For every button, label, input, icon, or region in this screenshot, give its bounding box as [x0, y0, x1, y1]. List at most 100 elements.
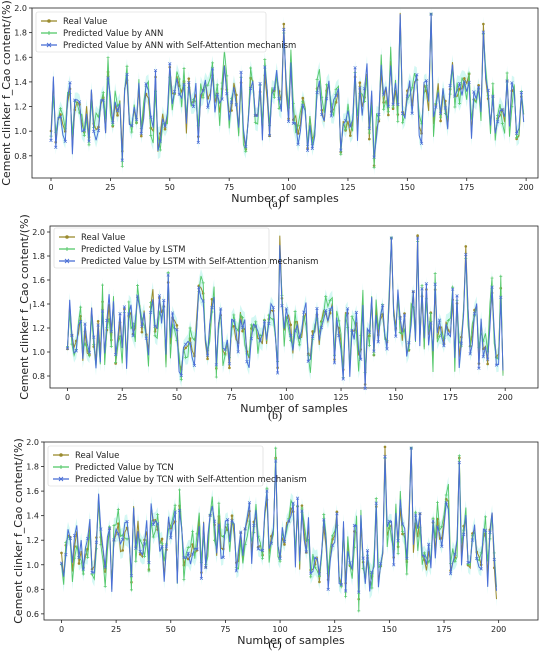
point-attention [293, 329, 297, 333]
point-attention [472, 312, 477, 316]
legend: Real Value Predicted Value by LSTM Predict… [53, 227, 318, 269]
point-attention [455, 294, 459, 298]
point-attention [402, 313, 407, 317]
x-tick-label: 100 [272, 625, 287, 634]
point-predicted [391, 105, 395, 109]
point-attention [182, 82, 186, 87]
point-real [121, 549, 124, 552]
x-tick-label: 100 [281, 183, 296, 192]
point-real [139, 134, 143, 138]
point-attention [296, 142, 300, 146]
legend-label-attention: Predicted Value by LSTM with Self-Attent… [81, 257, 318, 267]
x-tick-label: 75 [227, 393, 237, 402]
point-attention [271, 305, 275, 310]
y-tick-label: 1.2 [26, 536, 39, 545]
point-predicted [374, 497, 378, 501]
point-attention [434, 105, 438, 109]
point-attention [383, 454, 387, 459]
point-attention [135, 294, 140, 298]
point-attention [274, 459, 278, 463]
point-real [77, 562, 81, 565]
point-attention [322, 518, 326, 522]
point-attention [138, 549, 142, 554]
y-tick-label: 0.8 [26, 585, 39, 594]
point-attention [77, 100, 82, 104]
point-attention [269, 541, 273, 545]
point-attention [109, 329, 113, 334]
point-attention [419, 141, 424, 145]
point-attention [166, 273, 170, 277]
point-attention [352, 523, 357, 528]
point-attention [68, 536, 72, 540]
point-attention [385, 347, 389, 351]
point-attention [260, 548, 265, 553]
point-attention [488, 530, 492, 534]
point-predicted [191, 529, 195, 533]
point-predicted [206, 83, 210, 87]
point-real [482, 22, 485, 26]
point-attention [142, 542, 147, 546]
series-line-attention [50, 14, 525, 161]
point-attention [120, 158, 124, 162]
point-attention [162, 298, 166, 303]
point-attention [205, 353, 210, 357]
point-predicted [491, 82, 495, 86]
point-attention [339, 583, 343, 587]
point-attention [164, 544, 169, 548]
point-attention [179, 373, 183, 378]
point-attention [86, 536, 90, 541]
y-tick-label: 2.0 [14, 4, 27, 13]
point-predicted [484, 515, 488, 519]
point-predicted [147, 569, 151, 573]
point-attention [291, 501, 295, 505]
point-predicted [136, 284, 140, 288]
point-attention [335, 512, 339, 516]
point-predicted [265, 486, 269, 490]
point-attention [64, 553, 68, 557]
y-tick-label: 0.8 [32, 372, 45, 381]
point-attention [156, 522, 160, 526]
point-attention [359, 357, 363, 361]
point-predicted [149, 134, 153, 138]
point-predicted [309, 575, 313, 579]
point-predicted [114, 360, 118, 364]
point-attention [175, 328, 179, 332]
y-tick-label: 1.8 [32, 252, 45, 261]
point-attention [475, 556, 479, 561]
point-attention [431, 519, 435, 523]
point-predicted [466, 562, 470, 566]
point-real [60, 551, 63, 555]
plot-frame [43, 441, 539, 621]
point-predicted [444, 493, 448, 497]
point-real [175, 324, 179, 327]
point-attention [129, 574, 134, 578]
point-predicted [241, 316, 245, 320]
point-predicted [156, 512, 160, 516]
point-attention [206, 105, 210, 109]
point-real [300, 504, 304, 507]
point-attention [177, 508, 182, 513]
point-predicted [277, 106, 281, 110]
point-real [282, 22, 286, 26]
point-predicted [82, 134, 86, 138]
point-attention [58, 115, 63, 119]
point-attention [462, 80, 467, 84]
point-attention [187, 80, 191, 85]
point-attention [481, 30, 486, 34]
point-real [163, 127, 167, 131]
point-attention [500, 108, 505, 112]
point-attention [282, 27, 286, 32]
point-predicted [149, 301, 153, 305]
series-attention [49, 12, 525, 162]
point-attention [105, 318, 109, 323]
point-attention [372, 349, 376, 353]
point-predicted [453, 105, 457, 109]
point-attention [448, 83, 452, 88]
point-attention [90, 570, 94, 574]
point-attention [177, 92, 181, 96]
point-attention [130, 124, 134, 128]
point-predicted [414, 510, 418, 514]
point-real [439, 119, 442, 123]
point-attention [374, 501, 378, 505]
point-attention [376, 340, 380, 344]
